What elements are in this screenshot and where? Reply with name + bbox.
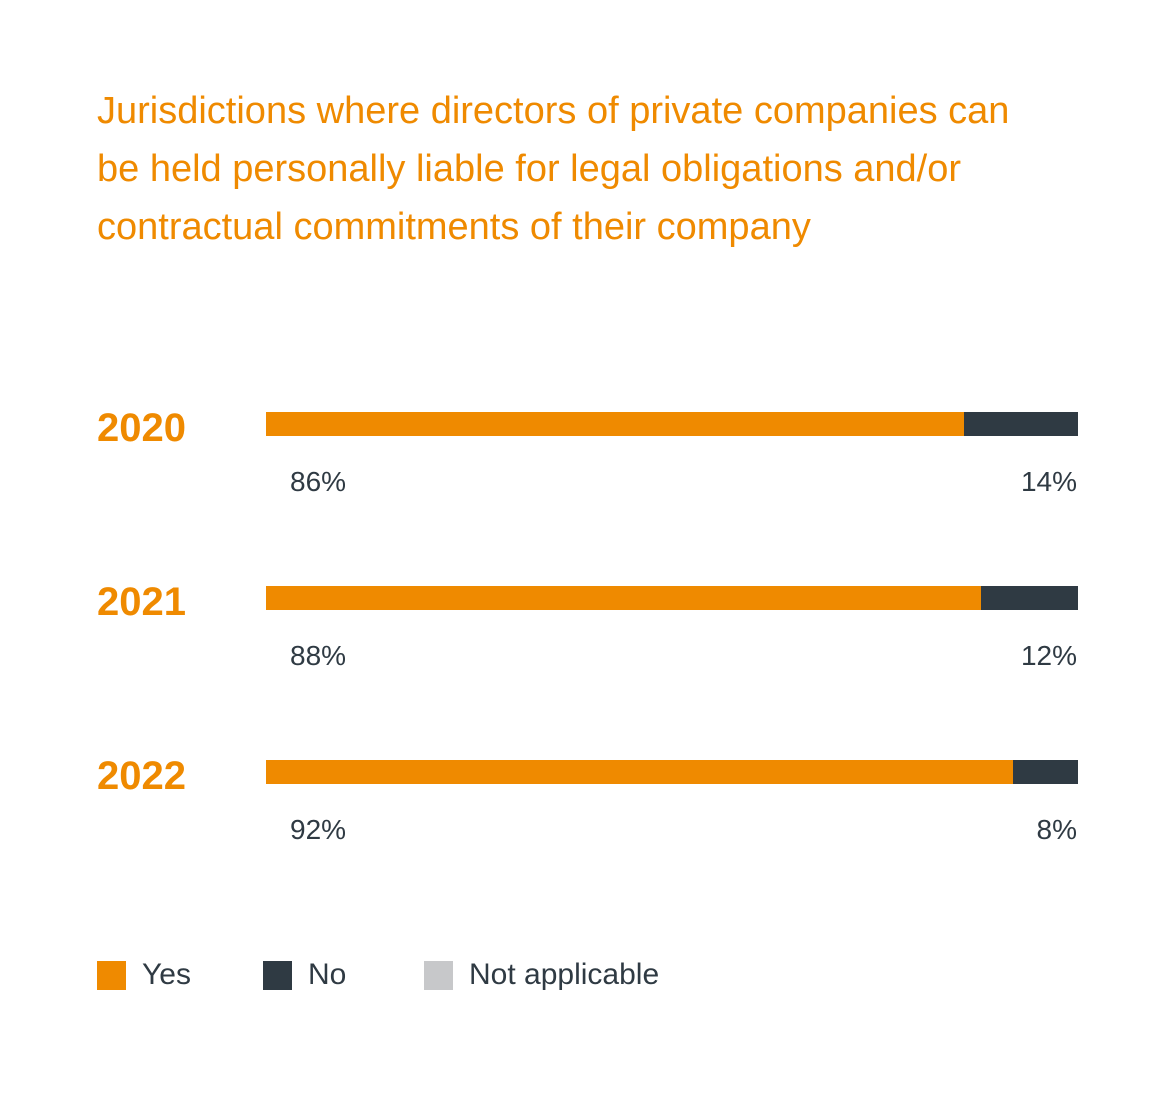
bar-segment-yes [266, 760, 1014, 784]
stacked-bar [266, 412, 1078, 436]
data-label-yes: 86% [290, 466, 347, 497]
legend-swatch [424, 961, 453, 990]
bar-segment-no [1013, 760, 1078, 784]
category-label: 2022 [97, 754, 186, 798]
bar-segment-no [964, 412, 1078, 436]
data-label-no: 12% [1020, 640, 1077, 671]
data-label-yes: 88% [290, 640, 347, 671]
legend-label: No [308, 958, 347, 991]
data-label-no: 14% [1020, 466, 1077, 497]
legend-swatch [97, 961, 126, 990]
bar-row-2020: 2020 86% 14% [0, 406, 1175, 522]
legend-swatch [263, 961, 292, 990]
data-label-yes: 92% [290, 814, 347, 845]
stacked-bar [266, 586, 1078, 610]
stacked-bar [266, 760, 1078, 784]
bar-row-2021: 2021 88% 12% [0, 580, 1175, 696]
legend-label: Yes [142, 958, 191, 991]
bar-segment-no [980, 586, 1078, 610]
chart-title: Jurisdictions where directors of private… [97, 90, 1010, 248]
bar-row-2022: 2022 92% 8% [0, 754, 1175, 870]
category-label: 2021 [97, 580, 186, 624]
bar-segment-yes [266, 586, 981, 610]
data-label-no: 8% [1036, 814, 1077, 845]
category-label: 2020 [97, 406, 186, 450]
bar-segment-yes [266, 412, 965, 436]
legend-label: Not applicable [469, 958, 660, 991]
